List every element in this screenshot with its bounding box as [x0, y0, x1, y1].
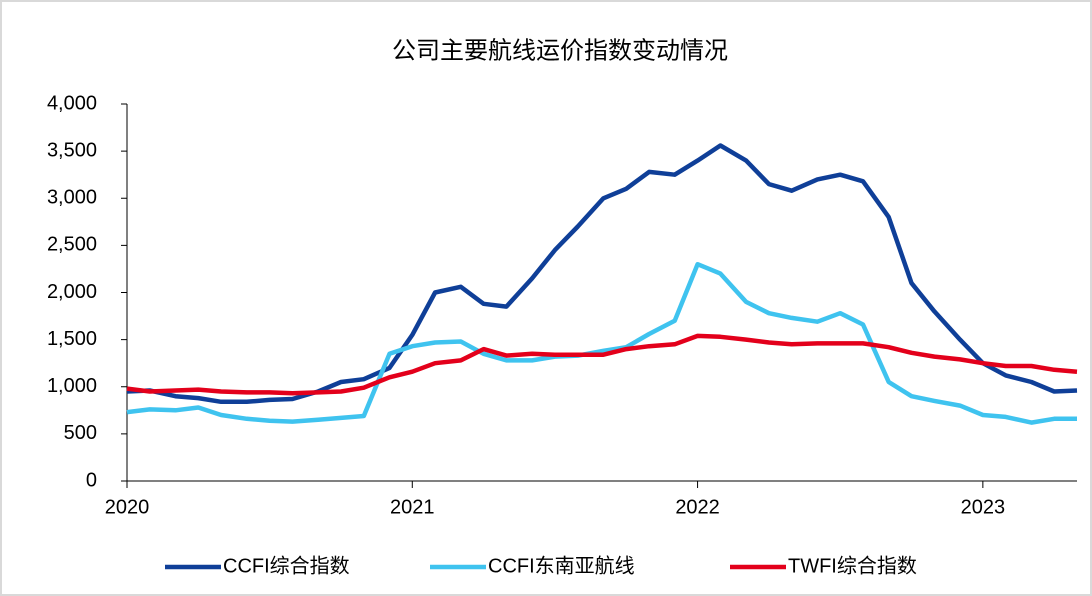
- x-tick-label: 2020: [105, 496, 150, 518]
- y-tick-label: 2,500: [47, 234, 97, 256]
- x-tick-label: 2021: [390, 496, 435, 518]
- y-tick-label: 3,000: [47, 187, 97, 209]
- y-tick-label: 1,000: [47, 375, 97, 397]
- y-tick-label: 500: [64, 422, 97, 444]
- legend-label: CCFI综合指数: [223, 554, 350, 577]
- y-tick-label: 1,500: [47, 328, 97, 350]
- chart-title: 公司主要航线运价指数变动情况: [392, 37, 728, 64]
- legend-label: CCFI东南亚航线: [488, 554, 635, 577]
- series-line: [126, 261, 1077, 425]
- x-tick-label: 2022: [675, 496, 720, 518]
- y-tick-label: 2,000: [47, 281, 97, 303]
- series-line: [126, 333, 1078, 396]
- y-tick-label: 0: [86, 469, 97, 491]
- y-tick-label: 3,500: [47, 139, 97, 161]
- legend-label: TWFI综合指数: [788, 554, 917, 577]
- y-tick-label: 4,000: [47, 92, 97, 114]
- series-line: [126, 143, 1078, 405]
- x-tick-label: 2023: [961, 496, 1006, 518]
